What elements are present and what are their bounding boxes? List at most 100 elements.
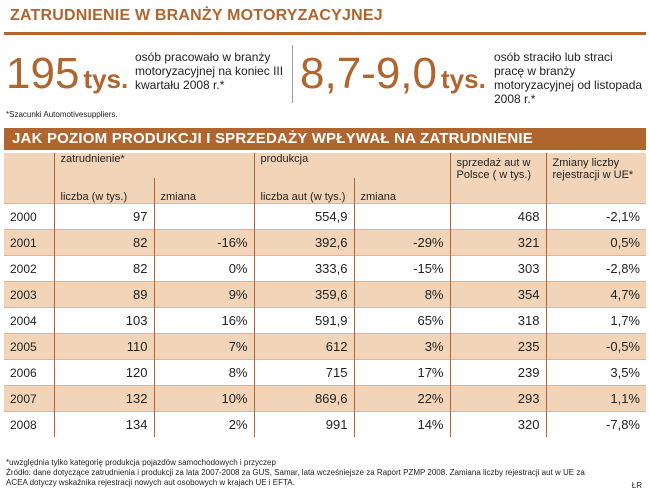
header-row-sub: liczba (w tys.) zmiana liczba aut (w tys…: [4, 178, 646, 204]
production-cell: 612: [253, 333, 354, 360]
author-credit: ŁR: [631, 481, 642, 490]
header-row-groups: zatrudnienie* produkcja sprzedaż aut w P…: [4, 153, 646, 204]
employment-change-header: zmiana: [153, 178, 254, 204]
year-cell: 2001: [4, 229, 54, 256]
production-cell: 715: [253, 359, 354, 386]
employment-change-cell: 9%: [153, 281, 254, 308]
production-count-header: liczba aut (w tys.): [253, 178, 354, 204]
source-footnotes: *uwzględnia tylko kategorię produkcja po…: [6, 458, 606, 488]
employment-cell: 134: [53, 411, 154, 437]
employment-cell: 82: [53, 229, 154, 256]
employment-change-cell: -16%: [153, 229, 254, 256]
year-cell: 2004: [4, 307, 54, 334]
eu-change-cell: 0,5%: [545, 229, 646, 256]
production-change-header: zmiana: [353, 178, 450, 204]
title-bar: ZATRUDNIENIE W BRANŻY MOTORYZACYJNEJ: [4, 4, 646, 35]
table-row: 2007 132 10% 869,6 22% 293 1,1%: [4, 385, 646, 412]
year-cell: 2003: [4, 281, 54, 308]
employment-cell: 110: [53, 333, 154, 360]
production-cell: 991: [253, 411, 354, 437]
production-change-cell: 17%: [353, 359, 450, 386]
eu-change-cell: -7,8%: [545, 411, 646, 437]
employment-cell: 97: [53, 203, 154, 230]
production-change-cell: [353, 203, 450, 230]
employment-change-cell: 7%: [153, 333, 254, 360]
production-change-cell: 22%: [353, 385, 450, 412]
production-header: produkcja: [253, 153, 450, 178]
year-cell: 2005: [4, 333, 54, 360]
employment-header: zatrudnienie*: [53, 153, 254, 178]
page-title: ZATRUDNIENIE W BRANŻY MOTORYZACYJNEJ: [10, 7, 383, 24]
production-cell: 591,9: [253, 307, 354, 334]
production-cell: 392,6: [253, 229, 354, 256]
eu-registrations-header: Zmiany liczby rejestracji w UE*: [545, 153, 646, 204]
stat1-value: 195 tys.: [6, 52, 128, 101]
employment-cell: 132: [53, 385, 154, 412]
table-row: 2001 82 -16% 392,6 -29% 321 0,5%: [4, 229, 646, 256]
sales-cell: 354: [449, 281, 546, 308]
section-bar: JAK POZIOM PRODUKCJI I SPRZEDAŻY WPŁYWAŁ…: [4, 128, 646, 150]
employment-change-cell: 0%: [153, 255, 254, 282]
production-cell: 554,9: [253, 203, 354, 230]
data-table: zatrudnienie* produkcja sprzedaż aut w P…: [4, 153, 646, 437]
stat2-value: 8,7-9,0 tys.: [300, 52, 486, 101]
stat1-description: osób pracowało w branży motoryzacyjnej n…: [135, 50, 284, 92]
eu-change-cell: 1,7%: [545, 307, 646, 334]
sales-cell: 318: [449, 307, 546, 334]
employment-change-cell: 16%: [153, 307, 254, 334]
production-change-cell: 8%: [353, 281, 450, 308]
eu-change-cell: 3,5%: [545, 359, 646, 386]
table-row: 2006 120 8% 715 17% 239 3,5%: [4, 359, 646, 386]
production-change-cell: 14%: [353, 411, 450, 437]
stat1-number: 195: [6, 49, 80, 98]
employment-change-cell: 8%: [153, 359, 254, 386]
year-cell: 2002: [4, 255, 54, 282]
stat2-description: osób straciło lub straci pracę w branży …: [494, 50, 643, 106]
employment-cell: 89: [53, 281, 154, 308]
employment-cell: 103: [53, 307, 154, 334]
stat2-number: 8,7-9,0: [300, 49, 437, 98]
sales-cell: 235: [449, 333, 546, 360]
footnote-scope: *uwzględnia tylko kategorię produkcja po…: [6, 458, 276, 467]
year-header: [4, 153, 54, 178]
production-change-cell: 3%: [353, 333, 450, 360]
eu-change-cell: -0,5%: [545, 333, 646, 360]
sales-cell: 320: [449, 411, 546, 437]
year-cell: 2007: [4, 385, 54, 412]
production-change-cell: 65%: [353, 307, 450, 334]
employment-count-header: liczba (w tys.): [53, 178, 154, 204]
employment-cell: 120: [53, 359, 154, 386]
sales-cell: 468: [449, 203, 546, 230]
year-cell: 2008: [4, 411, 54, 437]
production-cell: 869,6: [253, 385, 354, 412]
table-row: 2005 110 7% 612 3% 235 -0,5%: [4, 333, 646, 360]
employment-change-cell: [153, 203, 254, 230]
table-body: 2000 97 554,9 468 -2,1% 2001 82 -16% 392,6 -29% 32…: [4, 203, 646, 437]
footnote-source: Źródło: dane dotyczące zatrudnienia i pr…: [6, 468, 585, 487]
production-change-cell: -29%: [353, 229, 450, 256]
stat2-unit: tys.: [440, 64, 486, 94]
sales-cell: 321: [449, 229, 546, 256]
year-cell: 2000: [4, 203, 54, 230]
table-row: 2002 82 0% 333,6 -15% 303 -2,8%: [4, 255, 646, 282]
table-row: 2004 103 16% 591,9 65% 318 1,7%: [4, 307, 646, 334]
eu-change-cell: 1,1%: [545, 385, 646, 412]
stat1-unit: tys.: [83, 64, 129, 94]
eu-change-cell: 4,7%: [545, 281, 646, 308]
eu-change-cell: -2,1%: [545, 203, 646, 230]
table-row: 2000 97 554,9 468 -2,1%: [4, 203, 646, 230]
table-row: 2003 89 9% 359,6 8% 354 4,7%: [4, 281, 646, 308]
estimate-footnote: *Szacunki Automotivesuppliers.: [6, 110, 118, 119]
eu-change-cell: -2,8%: [545, 255, 646, 282]
stat-divider: [292, 45, 293, 103]
sales-header: sprzedaż aut w Polsce ( w tys.): [449, 153, 546, 204]
employment-change-cell: 10%: [153, 385, 254, 412]
production-cell: 333,6: [253, 255, 354, 282]
employment-cell: 82: [53, 255, 154, 282]
sales-cell: 303: [449, 255, 546, 282]
section-title: JAK POZIOM PRODUKCJI I SPRZEDAŻY WPŁYWAŁ…: [12, 130, 533, 147]
year-cell: 2006: [4, 359, 54, 386]
production-change-cell: -15%: [353, 255, 450, 282]
production-cell: 359,6: [253, 281, 354, 308]
table-row: 2008 134 2% 991 14% 320 -7,8%: [4, 411, 646, 437]
